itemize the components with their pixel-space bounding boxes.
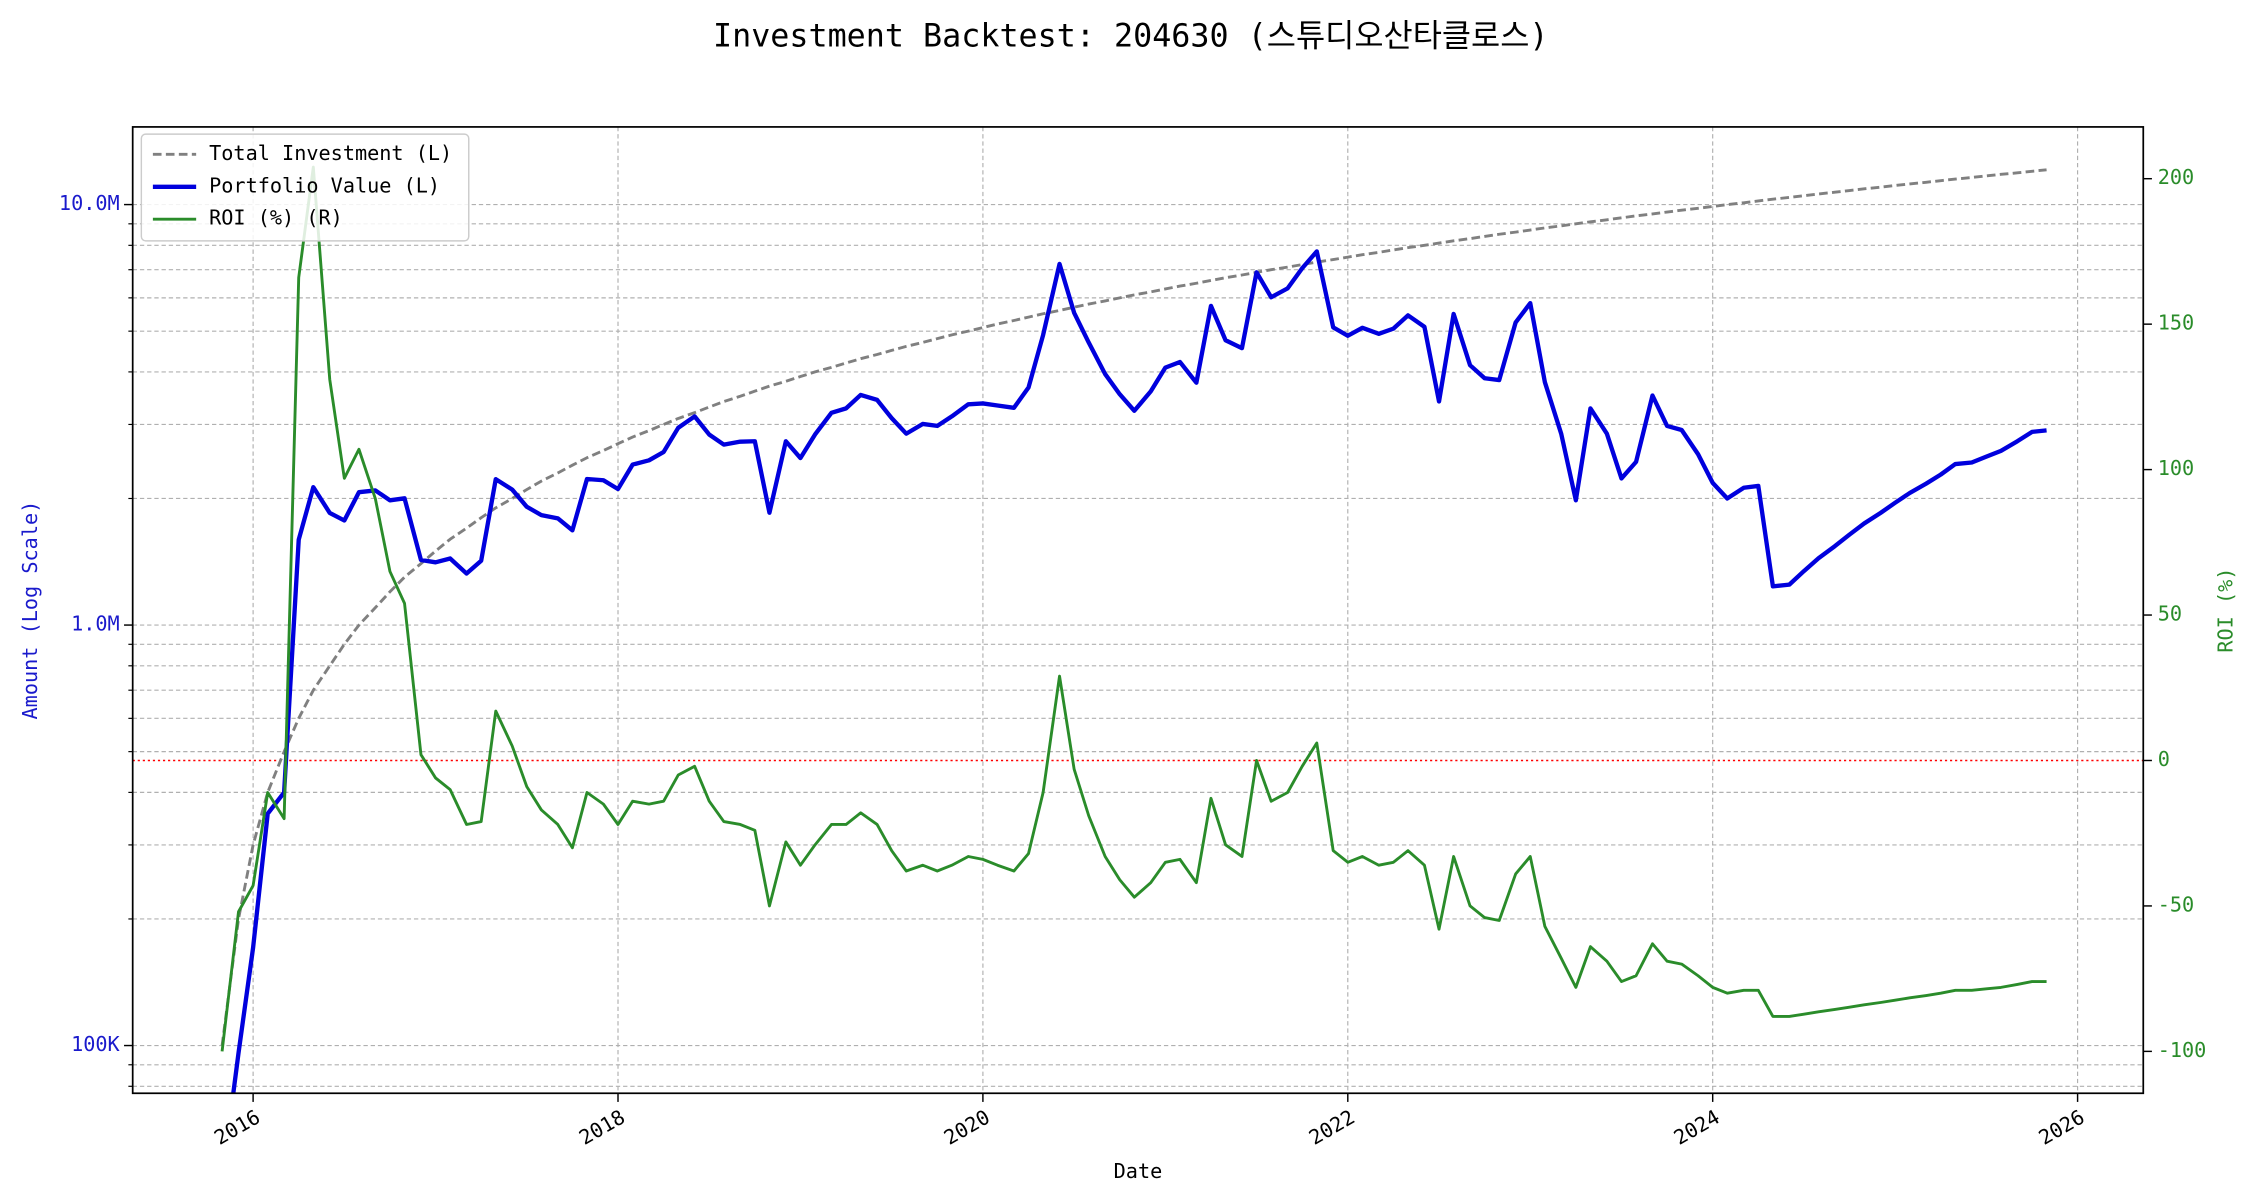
- y2-tick-label: -100: [2158, 1038, 2207, 1062]
- y2-tick-label: 200: [2158, 165, 2194, 189]
- plot-frame: [131, 126, 2145, 1095]
- series-line: [220, 168, 2047, 1046]
- y-tick-label: 10.0M: [59, 191, 120, 215]
- y2-axis-label: ROI (%): [2213, 568, 2237, 653]
- legend-label: ROI (%) (R): [209, 206, 343, 230]
- legend-label: Total Investment (L): [209, 141, 452, 165]
- y2-tick-label: 150: [2158, 311, 2194, 335]
- legend-label: Portfolio Value (L): [209, 173, 440, 197]
- y2-tick-label: 100: [2158, 456, 2194, 480]
- series-line: [231, 249, 2047, 1094]
- y-axis-label: Amount (Log Scale): [18, 501, 42, 720]
- plot-area: [220, 165, 2047, 1094]
- legend-box: [140, 133, 470, 242]
- y2-tick-label: 0: [2158, 747, 2170, 771]
- y-tick-label: 1.0M: [71, 612, 120, 636]
- x-axis-label: Date: [1114, 1159, 1163, 1183]
- y2-tick-label: 50: [2158, 602, 2182, 626]
- series-line: [220, 165, 2047, 1052]
- chart-title: Investment Backtest: 204630 (스튜디오산타클로스): [713, 19, 1549, 55]
- y2-tick-label: -50: [2158, 892, 2194, 916]
- y-tick-label: 100K: [71, 1032, 120, 1056]
